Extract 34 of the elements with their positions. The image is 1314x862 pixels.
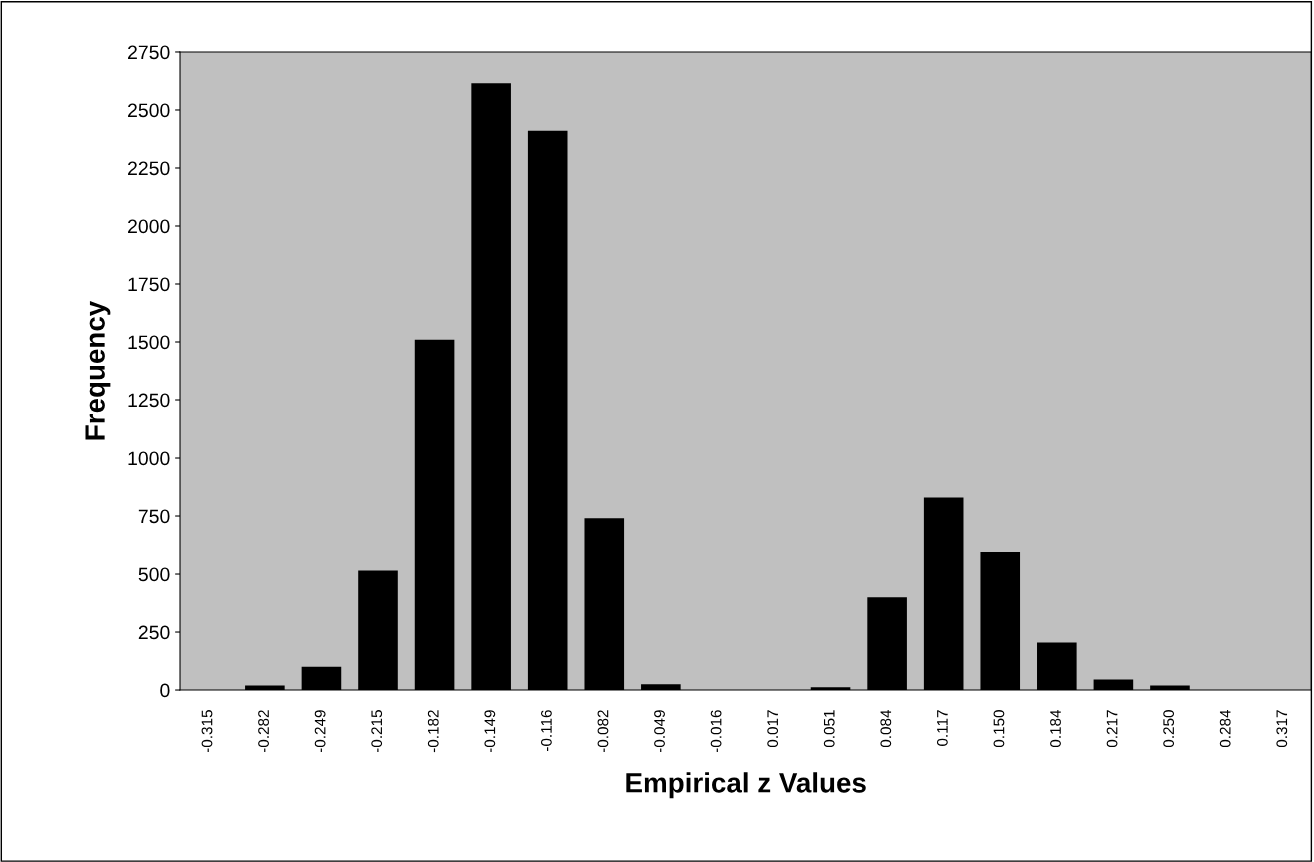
x-tick-label: 0.217	[1106, 710, 1118, 748]
x-tick-label: -0.215	[371, 710, 383, 753]
x-tick-label: 0.317	[1276, 710, 1288, 748]
x-tick-label: 0.051	[823, 710, 835, 748]
y-tick-label: 500	[138, 567, 170, 582]
x-tick-label: 0.250	[1163, 710, 1175, 748]
x-tick-label: -0.182	[427, 710, 439, 753]
x-tick-label: 0.284	[1219, 709, 1231, 748]
x-tick-label: -0.116	[540, 710, 552, 751]
x-tick-label: -0.282	[258, 710, 269, 753]
x-tick-label: -0.249	[314, 710, 326, 753]
x-tick-label: -0.049	[654, 710, 665, 753]
x-tick-label: -0.315	[201, 710, 213, 753]
x-tick-label: -0.149	[484, 710, 496, 753]
y-tick-label: 250	[138, 625, 170, 640]
x-tick-label: -0.082	[597, 710, 609, 753]
y-tick-label: 1500	[128, 335, 170, 350]
x-tick-label: -0.016	[710, 710, 722, 753]
y-tick-label: 1000	[128, 451, 170, 466]
x-tick-label: 0.184	[1050, 709, 1061, 748]
x-tick-label: 0.150	[993, 710, 1005, 748]
y-tick-label: 750	[138, 509, 170, 524]
y-tick-label: 2000	[128, 219, 170, 234]
x-axis-title: Empirical z Values	[626, 772, 866, 799]
y-tick-label: 2750	[128, 45, 170, 60]
y-tick-label: 1750	[128, 277, 170, 292]
y-tick-label: 0	[160, 683, 170, 698]
y-tick-label: 2500	[128, 103, 170, 118]
y-axis-title: Frequency	[85, 300, 111, 440]
y-tick-label: 1250	[128, 393, 170, 408]
x-tick-label: 0.117	[936, 710, 948, 746]
x-tick-label: 0.017	[767, 710, 779, 748]
y-tick-label: 2250	[128, 161, 170, 176]
x-tick-label: 0.084	[880, 709, 892, 748]
